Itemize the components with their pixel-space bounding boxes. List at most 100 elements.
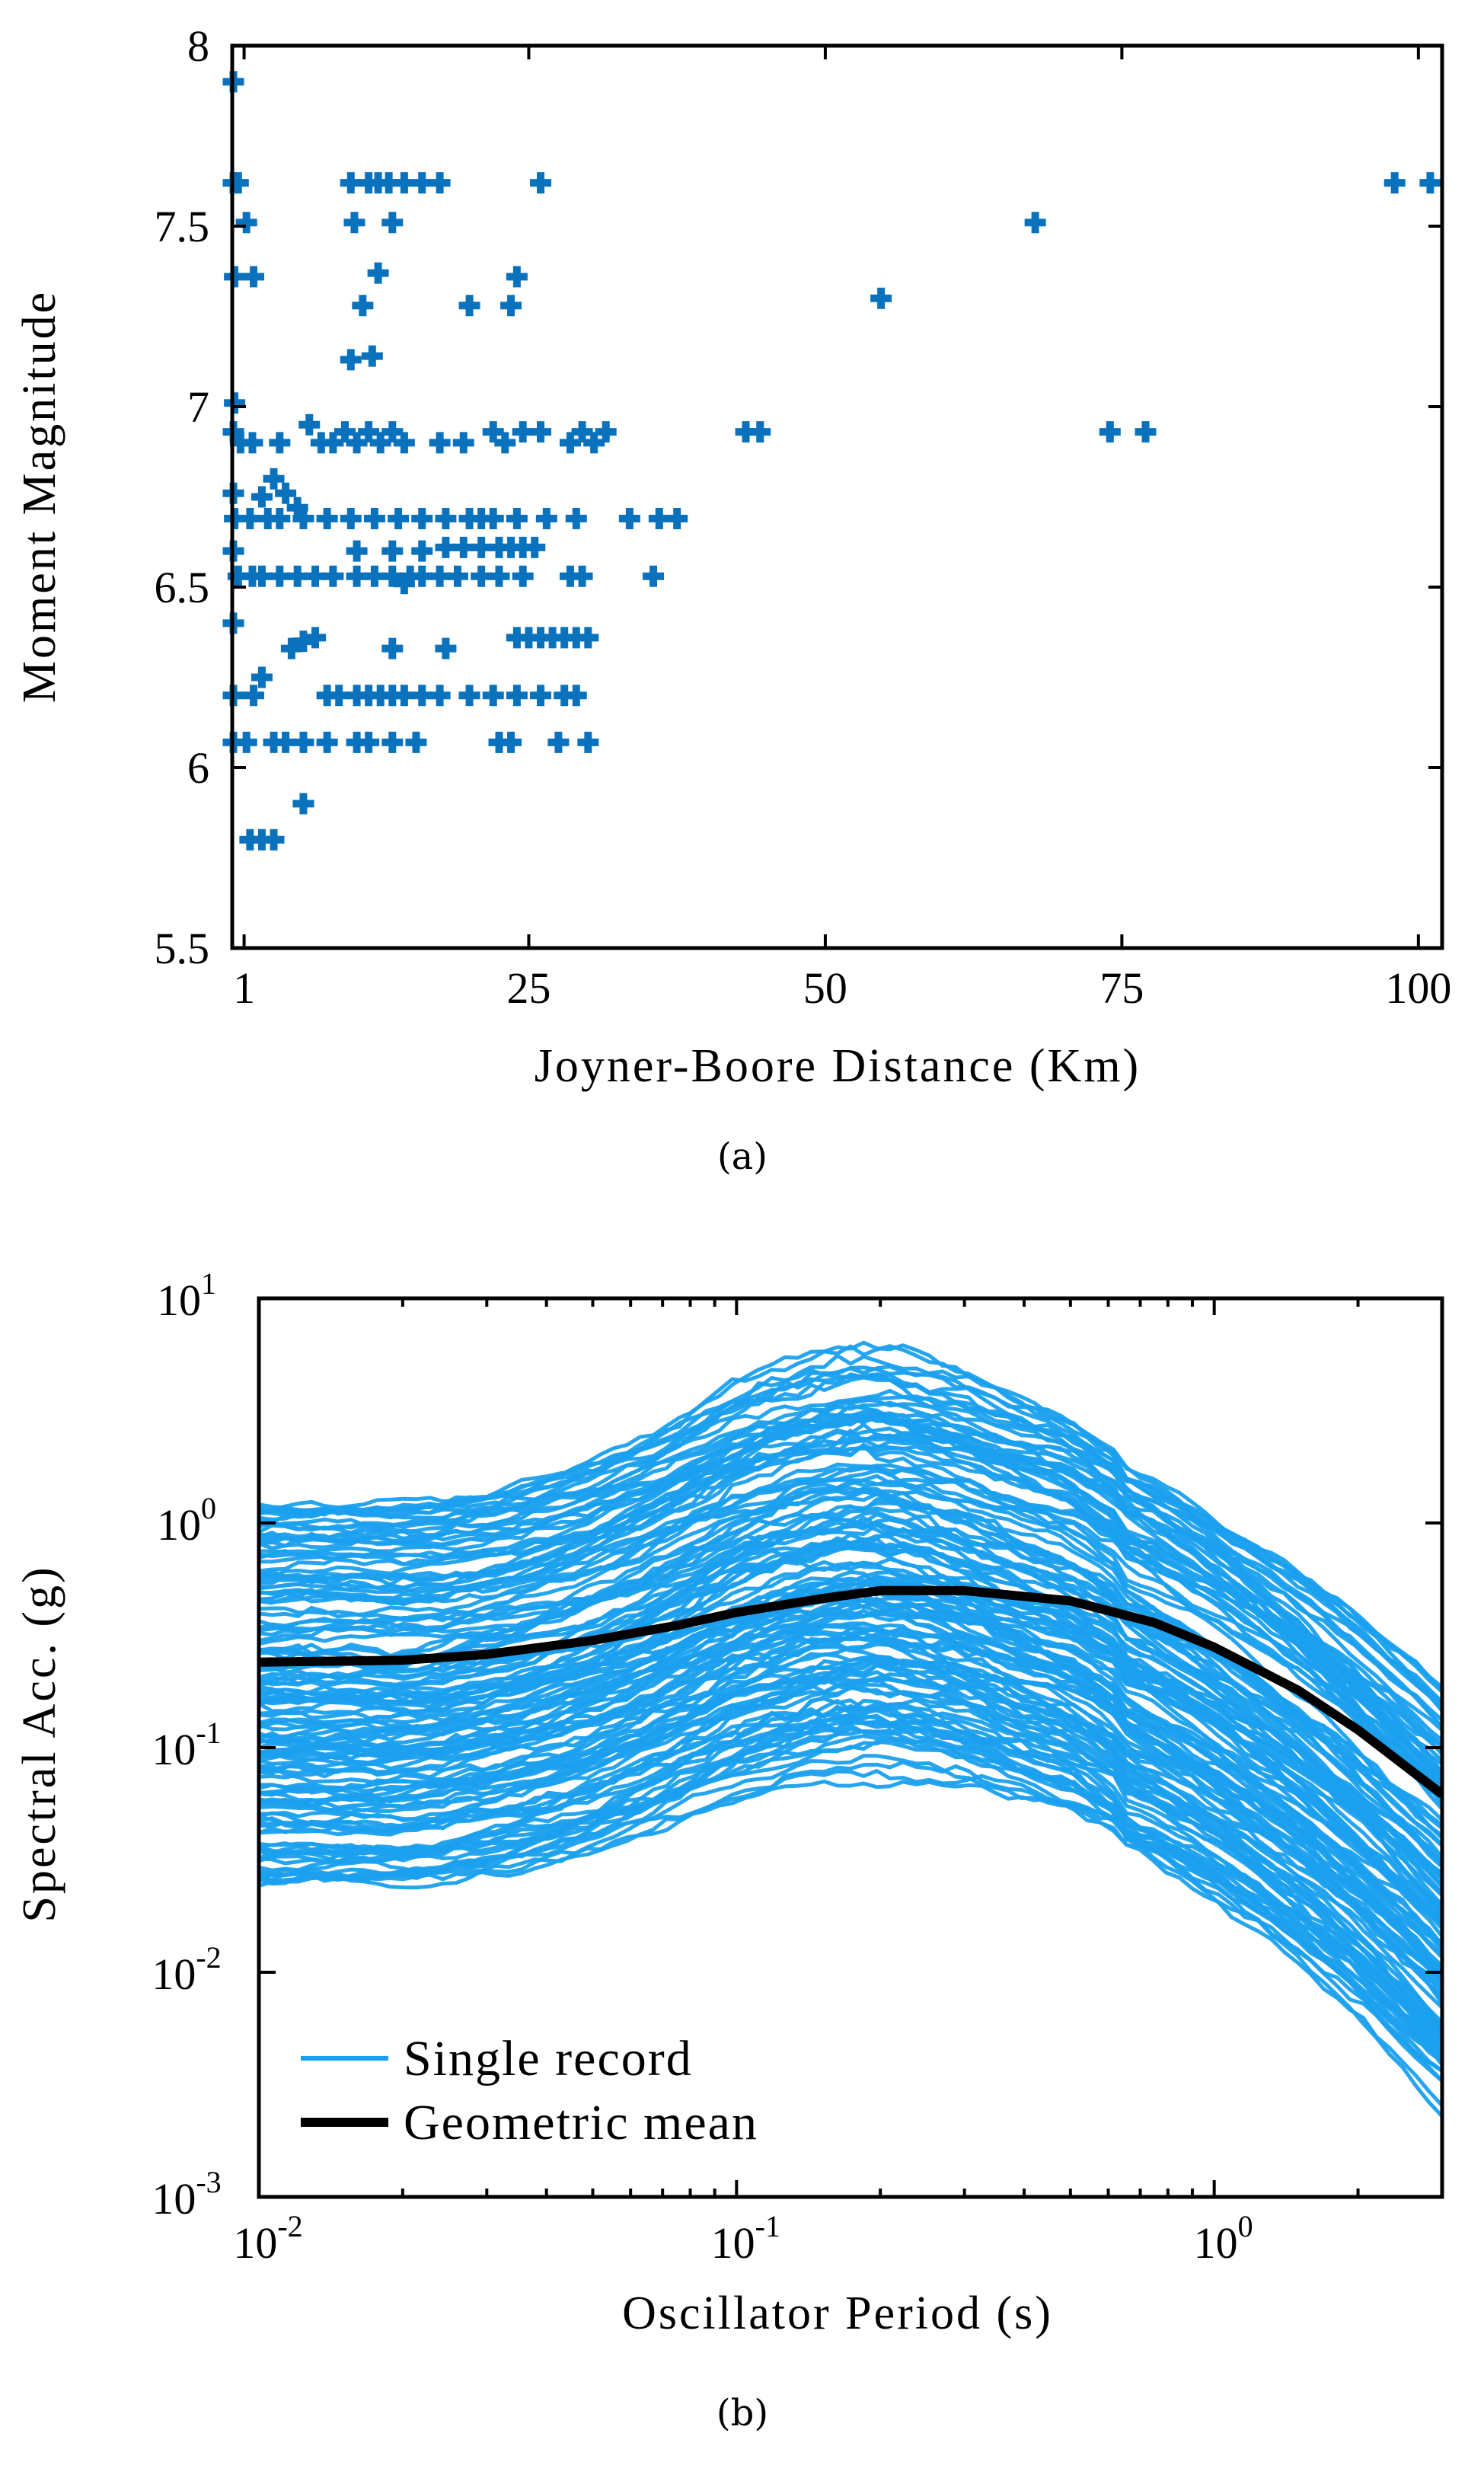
x-axis-label-b: Oscillator Period (s)	[622, 2288, 1053, 2339]
scatter-point	[1099, 421, 1121, 443]
scatter-point	[1419, 172, 1441, 194]
single-record-line	[259, 1585, 1442, 1978]
scatter-point	[235, 212, 257, 234]
scatter-point	[316, 731, 338, 753]
scatter-point	[435, 536, 457, 558]
single-record-line	[259, 1604, 1442, 1914]
scatter-point	[328, 685, 350, 707]
geometric-mean-line	[259, 1585, 1442, 1798]
x-tick-label: 100	[1194, 2209, 1253, 2268]
scatter-point	[547, 731, 570, 753]
scatter-point	[340, 349, 362, 371]
scatter-point	[393, 172, 415, 194]
scatter-point	[411, 507, 433, 529]
scatter-point	[381, 731, 404, 753]
scatter-point	[482, 421, 504, 443]
scatter-point	[235, 731, 257, 753]
legend: Single record Geometric mean	[301, 2031, 757, 2150]
scatter-point	[292, 731, 314, 753]
x-tick-label: 25	[506, 963, 551, 1013]
scatter-point	[363, 565, 385, 587]
scatter-point	[280, 637, 302, 659]
scatter-point	[535, 507, 557, 529]
scatter-point	[530, 172, 552, 194]
y-tick-label: 10-3	[152, 2165, 221, 2224]
scatter-point	[340, 172, 362, 194]
single-record-line	[259, 1340, 1442, 1774]
scatter-point	[429, 172, 451, 194]
scatter-point	[530, 685, 552, 707]
scatter-point	[595, 421, 617, 443]
scatter-point	[411, 565, 433, 587]
single-record-line	[259, 1642, 1442, 1921]
scatter-point	[494, 432, 516, 454]
single-record-line	[259, 1403, 1442, 1722]
x-tick-label: 100	[1385, 963, 1451, 1013]
scatter-point	[358, 421, 380, 443]
single-record-line	[259, 1621, 1442, 2005]
scatter-point	[263, 829, 285, 851]
single-record-line	[259, 1655, 1442, 1952]
scatter-point	[648, 507, 670, 529]
scatter-point	[435, 637, 457, 659]
scatter-point	[251, 565, 273, 587]
scatter-point	[292, 507, 314, 529]
scatter-point	[429, 432, 451, 454]
scatter-point	[435, 507, 457, 529]
scatter-point	[243, 266, 265, 288]
scatter-point	[583, 432, 605, 454]
scatter-point	[393, 432, 415, 454]
scatter-point	[565, 685, 587, 707]
scatter-point	[269, 432, 291, 454]
scatter-point	[482, 507, 504, 529]
scatter-point	[506, 685, 528, 707]
y-tick-label: 100	[157, 1491, 216, 1550]
scatter-point	[458, 295, 480, 317]
scatter-point	[340, 507, 362, 529]
scatter-point	[411, 685, 433, 707]
single-record-line	[259, 1388, 1442, 1689]
y-axis-label-b: Spectral Acc. (g)	[14, 1565, 65, 1922]
scatter-point	[275, 482, 297, 504]
scatter-point	[870, 287, 892, 309]
scatter-point	[334, 421, 356, 443]
scatter-point	[381, 421, 404, 443]
y-tick-label: 6	[187, 743, 209, 793]
scatter-point	[482, 685, 504, 707]
scatter-point	[411, 540, 433, 562]
single-record-line	[259, 1638, 1442, 2033]
scatter-point	[512, 421, 534, 443]
scatter-point	[429, 565, 451, 587]
single-record-line	[259, 1415, 1442, 1790]
x-axis-label-a: Joyner-Boore Distance (Km)	[535, 1040, 1141, 1092]
single-record-line	[259, 1506, 1442, 1875]
scatter-point	[269, 507, 291, 529]
scatter-point	[452, 536, 474, 558]
x-tick-label: 10-1	[711, 2209, 780, 2268]
single-record-line	[259, 1769, 1442, 2064]
scatter-point	[524, 536, 546, 558]
single-record-line	[259, 1429, 1442, 1748]
y-tick-label: 8	[187, 21, 209, 71]
single-record-line	[259, 1734, 1442, 2032]
single-record-line	[259, 1443, 1442, 1802]
single-record-line	[259, 1468, 1442, 1793]
scatter-point	[224, 392, 246, 414]
scatter-point	[381, 540, 404, 562]
single-record-line	[259, 1501, 1442, 1840]
scatter-point	[352, 295, 374, 317]
scatter-point	[322, 432, 344, 454]
scatter-point	[666, 507, 688, 529]
scatter-point	[369, 432, 391, 454]
scatter-point	[239, 507, 261, 529]
scatter-point	[243, 685, 265, 707]
y-axis-ticks-a: 5.5 6 6.5 7 7.5 8	[155, 21, 1442, 973]
scatter-point	[269, 565, 291, 587]
single-record-line	[259, 1515, 1442, 1907]
scatter-point	[565, 507, 587, 529]
scatter-point	[471, 565, 493, 587]
scatter-point	[530, 421, 552, 443]
scatter-point	[305, 565, 327, 587]
single-record-line	[259, 1353, 1442, 1729]
scatter-point	[429, 685, 451, 707]
